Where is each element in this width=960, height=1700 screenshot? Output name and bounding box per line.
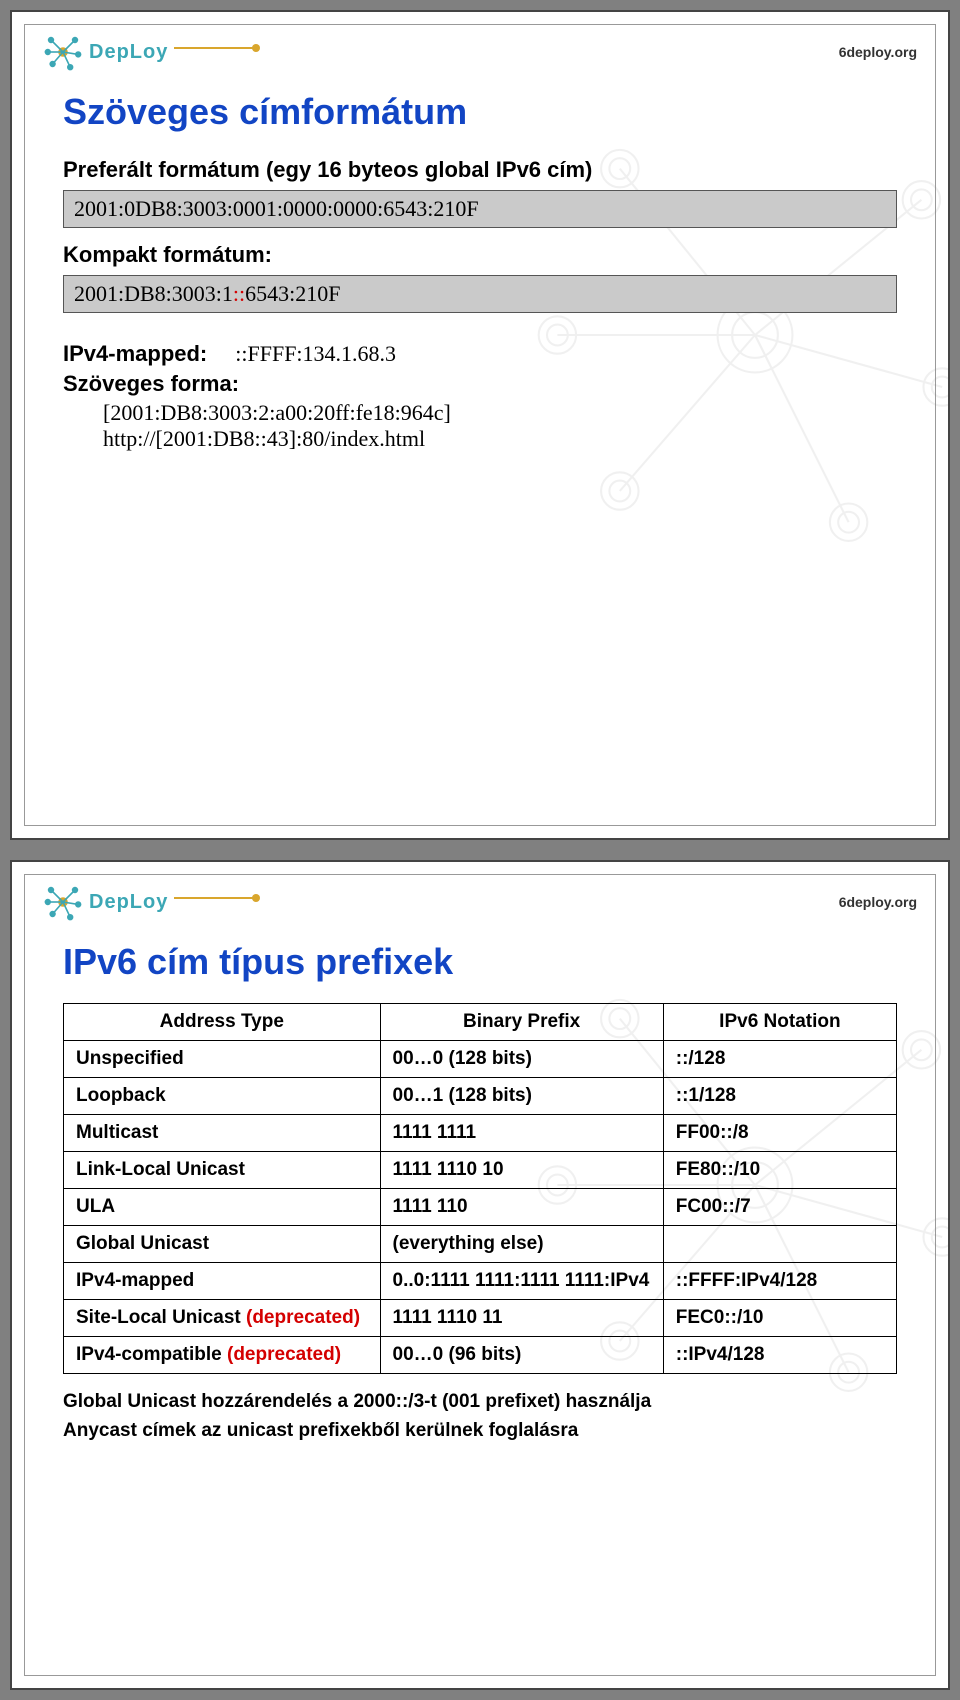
cell-prefix: 0..0:1111 1111:1111 1111:IPv4 [380, 1263, 663, 1300]
pref-addr-box: 2001:0DB8:3003:0001:0000:0000:6543:210F [63, 190, 897, 228]
ipv4-mapped-value: ::FFFF:134.1.68.3 [235, 341, 396, 367]
cell-prefix: 00…1 (128 bits) [380, 1078, 663, 1115]
slide-2: DepLoy 6deploy.org IPv6 cím típus prefix… [10, 860, 950, 1690]
cell-type: IPv4-compatible (deprecated) [64, 1337, 381, 1374]
slide1-content: Szöveges címformátum Preferált formátum … [25, 79, 935, 472]
table-row: Site-Local Unicast (deprecated)1111 1110… [64, 1300, 897, 1337]
table-row: Global Unicast(everything else) [64, 1226, 897, 1263]
compact-colons: :: [233, 281, 245, 306]
logo-icon-2 [43, 882, 83, 922]
slide-frame-2: DepLoy 6deploy.org IPv6 cím típus prefix… [24, 874, 936, 1676]
ipv4-mapped-row: IPv4-mapped: ::FFFF:134.1.68.3 [63, 341, 897, 367]
table-header-row: Address Type Binary Prefix IPv6 Notation [64, 1004, 897, 1041]
logo-text-2: DepLoy [89, 891, 168, 914]
logo-2: DepLoy [43, 882, 254, 922]
cell-prefix: 1111 1110 11 [380, 1300, 663, 1337]
cell-notation: ::FFFF:IPv4/128 [663, 1263, 896, 1300]
table-row: IPv4-compatible (deprecated)00…0 (96 bit… [64, 1337, 897, 1374]
th-type: Address Type [64, 1004, 381, 1041]
cell-prefix: 1111 110 [380, 1189, 663, 1226]
cell-type: Multicast [64, 1115, 381, 1152]
slide-header: DepLoy 6deploy.org [25, 25, 935, 79]
table-row: Loopback00…1 (128 bits)::1/128 [64, 1078, 897, 1115]
cell-prefix: 1111 1111 [380, 1115, 663, 1152]
ipv4-mapped-label: IPv4-mapped: [63, 341, 207, 367]
cell-type: ULA [64, 1189, 381, 1226]
cell-notation: FEC0::/10 [663, 1300, 896, 1337]
table-row: Unspecified00…0 (128 bits)::/128 [64, 1041, 897, 1078]
cell-notation: ::/128 [663, 1041, 896, 1078]
slide1-title: Szöveges címformátum [63, 91, 897, 133]
cell-type: Site-Local Unicast (deprecated) [64, 1300, 381, 1337]
slide2-title: IPv6 cím típus prefixek [63, 941, 897, 983]
cell-type: IPv4-mapped [64, 1263, 381, 1300]
compact-label: Kompakt formátum: [63, 238, 897, 271]
table-row: Multicast1111 1111FF00::/8 [64, 1115, 897, 1152]
slide2-header: DepLoy 6deploy.org [25, 875, 935, 929]
compact-addr-box: 2001:DB8:3003:1::6543:210F [63, 275, 897, 313]
pref-label: Preferált formátum (egy 16 byteos global… [63, 153, 897, 186]
slide-1: DepLoy 6deploy.org Szöveges címformátum … [10, 10, 950, 840]
cell-notation: FE80::/10 [663, 1152, 896, 1189]
cell-prefix: 1111 1110 10 [380, 1152, 663, 1189]
compact-post: 6543:210F [245, 281, 340, 306]
text-form-label: Szöveges forma: [63, 367, 897, 400]
cell-type: Link-Local Unicast [64, 1152, 381, 1189]
cell-notation: ::IPv4/128 [663, 1337, 896, 1374]
footnote-2: Anycast címek az unicast prefixekből ker… [63, 1417, 897, 1446]
logo-text: DepLoy [89, 41, 168, 64]
logo-line [174, 47, 254, 49]
cell-type: Loopback [64, 1078, 381, 1115]
cell-notation: ::1/128 [663, 1078, 896, 1115]
cell-notation [663, 1226, 896, 1263]
cell-notation: FF00::/8 [663, 1115, 896, 1152]
cell-type: Unspecified [64, 1041, 381, 1078]
text-form-2: http://[2001:DB8::43]:80/index.html [103, 426, 897, 452]
cell-prefix: 00…0 (96 bits) [380, 1337, 663, 1374]
cell-prefix: 00…0 (128 bits) [380, 1041, 663, 1078]
deprecated-label: (deprecated) [227, 1344, 341, 1365]
table-row: ULA1111 110FC00::/7 [64, 1189, 897, 1226]
th-notation: IPv6 Notation [663, 1004, 896, 1041]
logo-icon [43, 32, 83, 72]
cell-type: Global Unicast [64, 1226, 381, 1263]
prefix-table: Address Type Binary Prefix IPv6 Notation… [63, 1003, 897, 1374]
table-row: Link-Local Unicast1111 1110 10FE80::/10 [64, 1152, 897, 1189]
slide-frame: DepLoy 6deploy.org Szöveges címformátum … [24, 24, 936, 826]
cell-notation: FC00::/7 [663, 1189, 896, 1226]
slide2-content: IPv6 cím típus prefixek Address Type Bin… [25, 929, 935, 1465]
footnote-1: Global Unicast hozzárendelés a 2000::/3-… [63, 1388, 897, 1417]
table-row: IPv4-mapped0..0:1111 1111:1111 1111:IPv4… [64, 1263, 897, 1300]
logo-line-2 [174, 897, 254, 899]
header-right-text-2: 6deploy.org [839, 894, 917, 910]
compact-pre: 2001:DB8:3003:1 [74, 281, 233, 306]
text-form-1: [2001:DB8:3003:2:a00:20ff:fe18:964c] [103, 400, 897, 426]
th-prefix: Binary Prefix [380, 1004, 663, 1041]
header-right-text: 6deploy.org [839, 44, 917, 60]
deprecated-label: (deprecated) [246, 1307, 360, 1328]
logo: DepLoy [43, 32, 254, 72]
cell-prefix: (everything else) [380, 1226, 663, 1263]
